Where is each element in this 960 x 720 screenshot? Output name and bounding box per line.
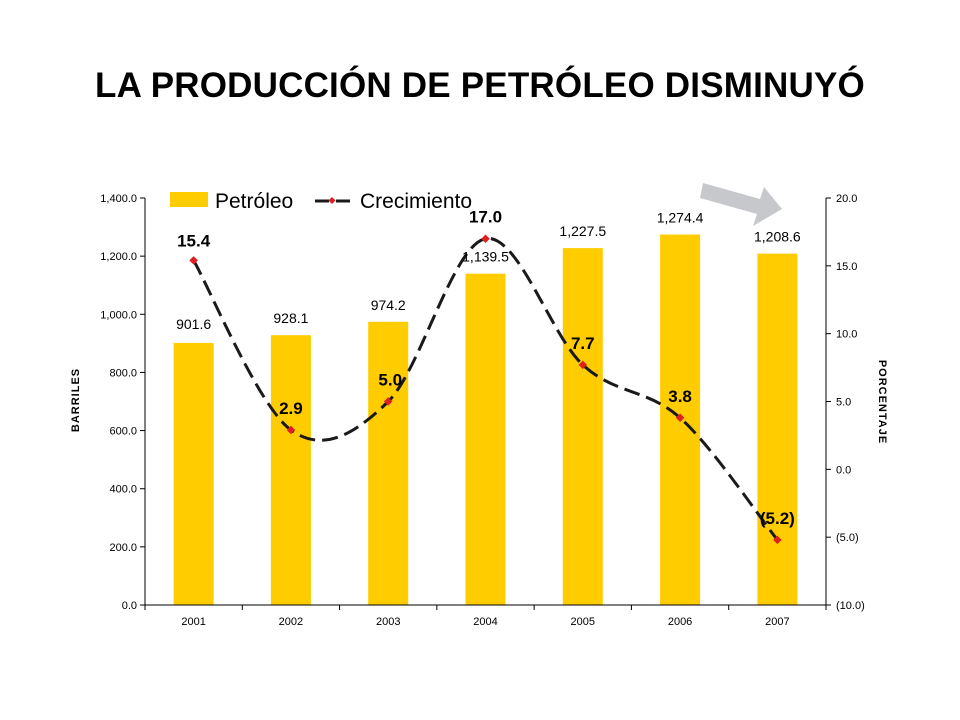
left-tick-label: 1,000.0 — [100, 309, 137, 321]
right-tick-label: 0.0 — [836, 464, 851, 476]
bar-value-label-2007: 1,208.6 — [754, 229, 801, 245]
growth-value-label-2007: (5.2) — [760, 509, 795, 528]
chart-axes: 0.0 200.0 400.0 600.0 800.0 1,000.0 1,200.0 1,4… — [70, 193, 888, 628]
arrow-icon — [700, 183, 782, 226]
growth-value-label-2001: 15.4 — [177, 231, 211, 250]
left-tick-label: 1,200.0 — [100, 251, 137, 263]
data-labels: 901.6 928.1 974.2 1,139.5 1,227.5 1,274.4 1,20… — [176, 208, 801, 528]
legend-label-line: Crecimiento — [360, 190, 472, 213]
growth-value-label-2005: 7.7 — [571, 334, 595, 353]
bar-2002 — [270, 335, 311, 605]
page-title: LA PRODUCCIÓN DE PETRÓLEO DISMINUYÓ — [95, 66, 865, 105]
bar-value-label-2001: 901.6 — [176, 316, 211, 332]
growth-value-label-2003: 5.0 — [378, 371, 402, 390]
right-axis-title: PORCENTAJE — [876, 360, 888, 444]
left-tick-label: 200.0 — [109, 542, 137, 554]
right-tick-label: 10.0 — [836, 329, 857, 341]
growth-line — [192, 237, 779, 541]
left-axis-title: BARRILES — [70, 368, 82, 432]
legend-swatch-bar — [170, 192, 208, 207]
growth-marker-2006 — [675, 413, 685, 423]
legend-swatch-marker — [328, 196, 336, 205]
bar-2004 — [465, 273, 506, 605]
right-tick-label: 15.0 — [836, 261, 857, 273]
x-tick-label-2007: 2007 — [765, 616, 789, 628]
x-tick-label-2005: 2005 — [571, 616, 595, 628]
bar-value-label-2006: 1,274.4 — [657, 210, 704, 226]
right-tick-label: (5.0) — [836, 532, 859, 544]
bar-value-label-2002: 928.1 — [273, 310, 308, 326]
chart-legend: Petróleo Crecimiento — [170, 190, 472, 213]
growth-marker-2005 — [578, 360, 588, 370]
growth-value-label-2004: 17.0 — [469, 208, 502, 227]
growth-marker-2004 — [481, 234, 490, 243]
growth-marker-2007 — [773, 535, 782, 545]
bar-series — [173, 234, 798, 605]
x-tick-label-2006: 2006 — [668, 616, 692, 628]
growth-marker-2001 — [189, 256, 198, 265]
growth-value-label-2006: 3.8 — [668, 387, 692, 406]
legend-label-bar: Petróleo — [215, 190, 293, 213]
growth-line-series — [189, 234, 782, 545]
x-tick-label-2001: 2001 — [181, 616, 205, 628]
left-tick-label: 400.0 — [109, 484, 137, 496]
arrow-shape — [700, 183, 782, 226]
right-tick-label: 20.0 — [836, 193, 857, 205]
left-tick-label: 800.0 — [109, 367, 137, 379]
right-tick-label: 5.0 — [836, 397, 851, 409]
bar-2001 — [173, 342, 214, 605]
left-tick-label: 1,400.0 — [100, 193, 137, 205]
bar-2005 — [562, 248, 603, 605]
bar-2003 — [368, 321, 409, 605]
bar-value-label-2005: 1,227.5 — [559, 223, 606, 239]
bar-2007 — [757, 253, 798, 605]
growth-marker-2003 — [383, 397, 393, 406]
right-tick-label: (10.0) — [836, 600, 865, 612]
growth-marker-2002 — [286, 425, 296, 435]
growth-value-label-2002: 2.9 — [279, 399, 303, 418]
x-tick-label-2003: 2003 — [376, 616, 400, 628]
x-tick-label-2002: 2002 — [279, 616, 303, 628]
left-tick-label: 0.0 — [122, 600, 137, 612]
left-tick-label: 600.0 — [109, 426, 137, 438]
x-tick-label-2004: 2004 — [473, 616, 497, 628]
bar-value-label-2003: 974.2 — [371, 297, 406, 313]
bar-value-label-2004: 1,139.5 — [462, 249, 509, 265]
